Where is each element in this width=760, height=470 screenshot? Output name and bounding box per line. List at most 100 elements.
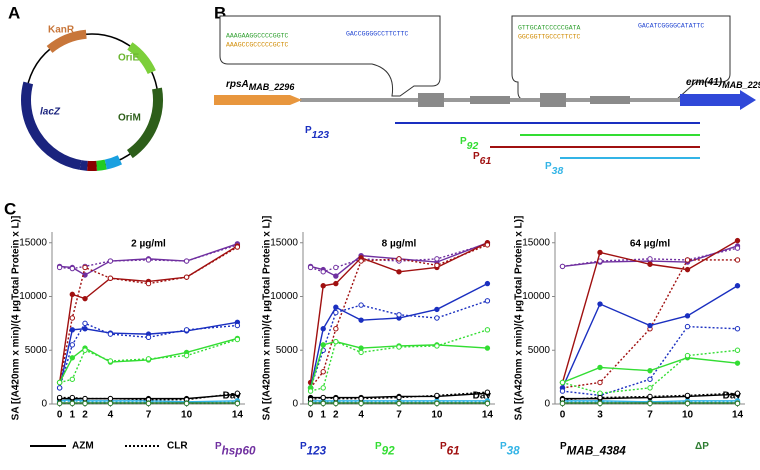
data-point — [434, 262, 440, 269]
data-point — [484, 327, 491, 333]
legend-label: AZM — [72, 441, 94, 452]
data-point — [82, 347, 88, 353]
data-point — [734, 347, 741, 353]
gene-sub: MAB_2296 — [249, 82, 296, 92]
data-point — [145, 356, 152, 362]
data-point — [69, 355, 76, 361]
data-point — [183, 327, 190, 333]
series-line — [562, 325, 738, 397]
data-point — [684, 257, 691, 263]
label-sub: 61 — [447, 444, 460, 457]
data-point — [183, 400, 190, 407]
legend-label: Phsp60 — [215, 441, 256, 458]
data-point — [597, 379, 603, 386]
data-point — [69, 291, 76, 298]
panel-label: C — [4, 199, 16, 218]
y-tick-label: 10000 — [270, 291, 298, 302]
data-point — [647, 367, 653, 374]
plasmid-label: lacZ — [40, 107, 61, 118]
data-point — [69, 265, 76, 272]
x-tick-label: 7 — [647, 410, 653, 421]
plasmid-feature — [96, 159, 107, 171]
promoter-label: P92 — [460, 136, 478, 152]
data-point — [333, 264, 339, 271]
y-tick-label: 10000 — [19, 291, 47, 302]
series-line — [562, 392, 738, 401]
label-sub: hsp60 — [222, 444, 256, 457]
x-tick-label: 7 — [146, 410, 152, 421]
data-point — [107, 395, 114, 402]
x-tick-label: 2 — [333, 410, 339, 421]
data-point — [484, 280, 491, 287]
x-axis-label: Day — [223, 391, 242, 402]
data-point — [434, 306, 440, 313]
data-point — [559, 388, 566, 394]
sequence: AAAGCCGCCCCCGCTC — [226, 42, 289, 49]
data-point — [234, 322, 241, 329]
x-tick-label: 0 — [560, 410, 566, 421]
plasmid-feature — [104, 155, 123, 170]
data-point — [107, 400, 114, 407]
label-main: P — [300, 441, 307, 452]
x-tick-label: 2 — [82, 410, 88, 421]
x-tick-label: 0 — [308, 410, 314, 421]
data-point — [484, 298, 491, 304]
data-point — [597, 390, 603, 396]
label-main: P — [560, 441, 567, 452]
data-point — [82, 400, 88, 407]
data-point — [434, 400, 440, 407]
data-point — [559, 263, 566, 270]
x-tick-label: 10 — [431, 410, 443, 421]
x-tick-label: 14 — [732, 410, 744, 421]
y-tick-label: 0 — [544, 399, 550, 410]
plasmid-feature — [126, 87, 163, 159]
data-point — [320, 326, 326, 332]
x-tick-label: 7 — [396, 410, 402, 421]
plasmid-label: KanR — [48, 25, 75, 36]
data-point — [56, 264, 63, 271]
gene-arrow — [680, 90, 756, 110]
legend-label: P61 — [440, 441, 460, 458]
label-main: P — [545, 161, 552, 172]
plasmid-feature — [46, 29, 87, 54]
gene-sub: MAB_2297 — [722, 80, 760, 90]
y-tick-label: 15000 — [19, 237, 47, 248]
data-point — [647, 322, 653, 329]
gene-label: erm(41)MAB_2297 — [686, 77, 760, 91]
data-point — [307, 264, 314, 271]
data-point — [320, 394, 326, 401]
data-point — [145, 257, 152, 263]
label-sub: 123 — [307, 444, 327, 457]
data-point — [396, 344, 402, 350]
data-point — [734, 400, 741, 407]
data-point — [234, 336, 241, 343]
data-point — [358, 258, 364, 264]
data-point — [320, 369, 326, 375]
y-tick-label: 5000 — [528, 345, 551, 356]
data-point — [484, 345, 491, 351]
data-point — [647, 385, 653, 391]
legend-label: CLR — [167, 441, 188, 452]
data-point — [82, 264, 88, 271]
data-point — [82, 395, 88, 402]
data-point — [484, 389, 491, 395]
legend-label: P123 — [300, 441, 327, 458]
data-point — [82, 272, 88, 278]
data-point — [333, 338, 339, 345]
x-axis-label: Day — [723, 391, 742, 402]
data-point — [234, 390, 241, 396]
data-point — [82, 326, 88, 332]
label-sub: 61 — [480, 156, 492, 167]
data-point — [183, 258, 190, 264]
data-point — [333, 280, 339, 287]
data-point — [734, 283, 741, 289]
x-tick-label: 1 — [70, 410, 76, 421]
data-point — [597, 394, 603, 401]
data-point — [145, 334, 152, 341]
data-point — [358, 302, 364, 308]
data-point — [434, 256, 440, 262]
data-point — [734, 390, 741, 396]
plasmid-feature — [21, 81, 82, 170]
data-point — [56, 379, 63, 386]
